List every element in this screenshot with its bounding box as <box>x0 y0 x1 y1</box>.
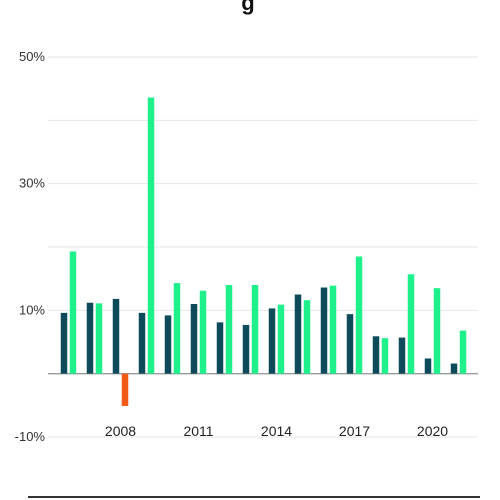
bar-series1-2017 <box>346 314 354 374</box>
bar-series1-2008 <box>112 298 120 374</box>
bar-series1-2010 <box>164 315 172 374</box>
bar-series2-2021 <box>459 330 467 374</box>
bottom-divider <box>28 496 480 498</box>
bar-series2-2012 <box>225 285 233 374</box>
chart-title-fragment: g <box>241 0 254 15</box>
x-tick-label: 2014 <box>261 423 292 439</box>
bar-series1-2012 <box>216 322 224 374</box>
y-tick-label: 30% <box>19 176 45 191</box>
bar-series1-2014 <box>268 308 276 374</box>
x-tick-label: 2020 <box>417 423 448 439</box>
bar-series1-2013 <box>242 324 250 374</box>
gridlines <box>48 56 478 438</box>
bar-series1-2020 <box>424 358 432 374</box>
bar-series2-2014 <box>277 304 285 374</box>
bar-series1-2011 <box>190 304 198 374</box>
bar-series1-2007 <box>86 302 94 374</box>
bar-series2-2016 <box>329 285 337 374</box>
bar-series2-2010 <box>173 283 181 374</box>
bar-series2-2013 <box>251 285 259 374</box>
x-axis-tick-labels: 2008 2011 2014 2017 2020 <box>105 423 448 439</box>
bar-series2-2020 <box>433 288 441 374</box>
bars <box>60 97 467 406</box>
bar-series1-2018 <box>372 336 380 374</box>
bar-series1-2009 <box>138 312 146 374</box>
bar-series2-2019 <box>407 274 415 374</box>
x-tick-label: 2011 <box>183 423 213 439</box>
bar-series2-2008 <box>121 373 129 406</box>
bar-series1-2021 <box>450 363 458 374</box>
bar-series1-2006 <box>60 312 68 374</box>
bar-series1-2016 <box>320 287 328 374</box>
x-tick-label: 2017 <box>339 423 370 439</box>
y-tick-label: 10% <box>19 302 45 317</box>
bar-series2-2011 <box>199 290 207 374</box>
bar-series2-2006 <box>69 251 77 374</box>
bar-series1-2019 <box>398 337 406 374</box>
y-tick-label: 50% <box>19 49 45 64</box>
bar-series2-2007 <box>95 303 103 374</box>
y-axis-tick-labels: 50% 30% 10% -10% <box>15 49 46 444</box>
bar-series2-2015 <box>303 300 311 374</box>
bar-series2-2009 <box>147 97 155 374</box>
bar-series1-2015 <box>294 294 302 374</box>
bar-series2-2018 <box>381 338 389 374</box>
y-tick-label: -10% <box>15 429 46 444</box>
x-tick-label: 2008 <box>105 423 136 439</box>
bar-series2-2017 <box>355 256 363 374</box>
